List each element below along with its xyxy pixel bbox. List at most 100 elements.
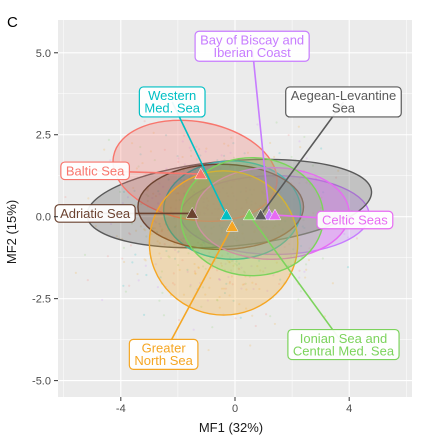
sample-point xyxy=(238,262,241,265)
sample-point xyxy=(246,196,249,200)
sample-point xyxy=(207,200,210,203)
sample-point xyxy=(193,270,196,273)
sample-point xyxy=(236,224,239,227)
sample-point xyxy=(154,221,158,224)
y-tick-label: -2.5 xyxy=(32,294,51,306)
sample-point xyxy=(208,258,211,262)
sample-point xyxy=(290,155,293,159)
sample-point xyxy=(289,255,293,258)
sample-point xyxy=(167,178,170,181)
sample-point xyxy=(226,181,229,185)
region-centroid-2 xyxy=(220,208,233,221)
sample-point xyxy=(118,190,122,193)
sample-point xyxy=(218,190,221,193)
sample-point xyxy=(197,266,200,269)
sample-point xyxy=(223,158,226,161)
sample-point xyxy=(220,287,224,290)
sample-point xyxy=(83,253,87,256)
sample-point xyxy=(298,276,301,279)
sample-point xyxy=(158,222,161,225)
sample-point xyxy=(305,268,308,271)
sample-point xyxy=(190,154,193,158)
sample-point xyxy=(253,229,256,232)
sample-point xyxy=(250,239,254,242)
sample-point xyxy=(159,225,162,228)
sample-point xyxy=(134,229,138,232)
sample-point xyxy=(235,264,238,267)
y-tick-label: 0.0 xyxy=(36,212,51,224)
sample-point xyxy=(163,148,166,151)
sample-point xyxy=(149,150,153,153)
sample-point xyxy=(74,271,77,275)
sample-point xyxy=(302,219,305,222)
y-axis-title: MF2 (15%) xyxy=(4,200,19,264)
sample-point xyxy=(173,283,176,286)
sample-point xyxy=(279,191,282,194)
sample-point xyxy=(218,295,221,299)
sample-point xyxy=(144,259,147,262)
sample-point xyxy=(298,140,301,143)
sample-point xyxy=(231,192,234,195)
region-connector-1 xyxy=(260,101,345,216)
sample-point xyxy=(208,251,211,254)
sample-point xyxy=(121,201,124,205)
sample-point xyxy=(190,181,193,184)
sample-point xyxy=(259,204,262,207)
sample-point xyxy=(200,243,204,246)
sample-point xyxy=(241,232,244,235)
sample-point xyxy=(259,269,262,272)
region-centroid-6 xyxy=(225,220,239,232)
sample-point xyxy=(262,191,265,194)
sample-point xyxy=(228,280,232,283)
sample-point xyxy=(195,145,198,148)
sample-point xyxy=(212,225,215,229)
sample-point xyxy=(177,192,180,195)
sample-point xyxy=(145,193,148,196)
sample-point xyxy=(202,197,205,200)
sample-point xyxy=(250,200,253,203)
sample-point xyxy=(199,154,202,157)
sample-point xyxy=(259,177,263,180)
sample-point xyxy=(152,192,155,195)
sample-point xyxy=(274,225,277,228)
region-label-box xyxy=(316,210,394,230)
sample-point xyxy=(221,228,224,231)
sample-point xyxy=(150,232,153,236)
sample-point xyxy=(232,142,235,145)
sample-point xyxy=(194,272,197,275)
sample-point xyxy=(292,198,296,201)
sample-point xyxy=(244,190,248,193)
sample-point xyxy=(200,305,203,308)
sample-point xyxy=(158,193,161,196)
sample-point xyxy=(86,279,89,282)
sample-point xyxy=(136,272,139,276)
region-label-box xyxy=(54,204,136,223)
sample-point xyxy=(168,256,171,259)
sample-point xyxy=(124,290,128,293)
sample-point xyxy=(194,272,197,275)
sample-point xyxy=(203,244,207,247)
sample-point xyxy=(115,235,118,238)
sample-point xyxy=(256,123,259,126)
sample-point xyxy=(206,204,209,207)
sample-point xyxy=(167,255,170,258)
sample-point xyxy=(146,189,149,192)
y-tick-label: 2.5 xyxy=(36,130,51,142)
sample-point xyxy=(204,190,207,194)
sample-point xyxy=(178,198,181,201)
sample-point xyxy=(241,223,244,226)
region-label-text: Ionian Sea and xyxy=(300,331,387,346)
sample-point xyxy=(141,161,144,165)
sample-point xyxy=(227,144,230,147)
sample-point xyxy=(263,192,266,196)
sample-point xyxy=(235,239,238,242)
sample-point xyxy=(187,252,190,255)
sample-point xyxy=(253,230,256,234)
sample-point xyxy=(343,232,346,236)
sample-point xyxy=(228,260,231,263)
sample-point xyxy=(158,252,161,255)
sample-point xyxy=(227,275,230,279)
